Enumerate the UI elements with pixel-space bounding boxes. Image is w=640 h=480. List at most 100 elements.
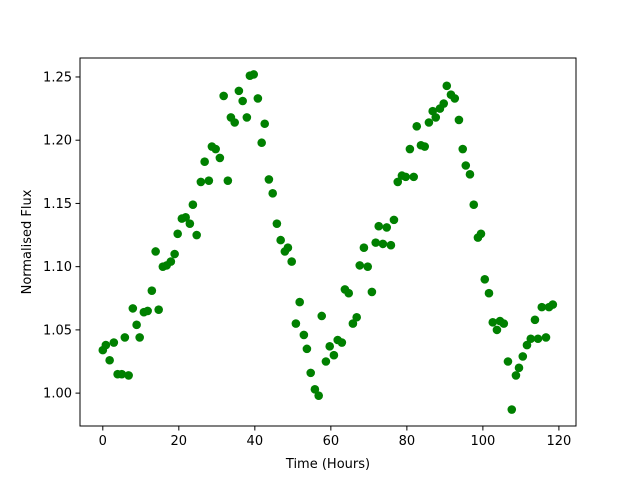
point	[215, 153, 225, 163]
point	[499, 319, 509, 328]
point	[257, 138, 266, 148]
point	[188, 200, 198, 209]
point	[409, 172, 419, 182]
point	[238, 96, 247, 106]
point	[268, 189, 277, 198]
point	[488, 318, 498, 327]
point	[109, 338, 119, 347]
point	[124, 371, 133, 380]
y-tick-label: 1.25	[43, 70, 72, 85]
point	[389, 215, 399, 225]
point	[101, 340, 111, 350]
y-tick-label: 1.20	[43, 134, 72, 149]
point	[329, 350, 339, 360]
point	[132, 320, 141, 330]
point	[503, 357, 513, 366]
point	[105, 355, 114, 365]
point	[117, 369, 127, 379]
point	[223, 176, 233, 185]
point	[234, 86, 244, 96]
x-tick-label: 20	[171, 434, 188, 449]
point	[230, 118, 239, 127]
point	[548, 300, 558, 309]
y-tick-label: 1.10	[43, 260, 72, 275]
point	[507, 405, 517, 414]
point	[204, 176, 214, 185]
point	[511, 371, 521, 380]
point	[147, 286, 157, 295]
point	[317, 311, 327, 321]
point	[337, 338, 347, 347]
point	[291, 319, 301, 328]
point	[378, 239, 388, 249]
point	[461, 161, 471, 170]
point	[465, 170, 475, 179]
plot-frame	[79, 57, 577, 427]
point	[393, 177, 403, 187]
point	[469, 200, 479, 209]
point	[310, 385, 320, 394]
point	[200, 157, 209, 166]
point	[450, 94, 460, 103]
point	[283, 243, 293, 252]
point	[135, 333, 144, 342]
point	[295, 297, 304, 307]
point	[374, 221, 384, 231]
x-tick-label: 100	[470, 434, 495, 449]
point	[192, 230, 201, 240]
point	[143, 306, 152, 316]
x-tick-label: 120	[546, 434, 571, 449]
point	[211, 144, 220, 154]
point	[412, 121, 422, 131]
point	[185, 219, 195, 228]
point	[530, 315, 540, 325]
point	[367, 287, 377, 297]
point	[526, 334, 536, 344]
point	[439, 99, 449, 108]
y-axis-label: Normalised Flux	[20, 189, 35, 294]
point	[431, 113, 441, 122]
point	[476, 229, 486, 239]
point	[458, 144, 468, 154]
point	[325, 342, 335, 351]
y-tick-label: 1.05	[43, 323, 72, 338]
point	[219, 91, 228, 101]
point	[344, 288, 354, 298]
point	[382, 223, 392, 232]
point	[321, 357, 331, 366]
point	[348, 319, 358, 328]
point	[424, 118, 434, 127]
x-tick-label: 80	[399, 434, 416, 449]
point	[420, 142, 430, 151]
point	[242, 113, 252, 122]
point	[541, 333, 551, 342]
point	[405, 144, 415, 154]
x-axis-label: Time (Hours)	[285, 457, 370, 472]
point	[196, 177, 206, 187]
point	[287, 257, 297, 266]
point	[120, 333, 130, 342]
point	[386, 240, 396, 250]
x-tick-label: 40	[247, 434, 264, 449]
point	[249, 70, 258, 79]
point	[173, 229, 182, 239]
y-tick-label: 1.15	[43, 197, 72, 212]
point	[355, 261, 365, 270]
point	[484, 288, 494, 298]
point	[302, 344, 312, 354]
x-tick-label: 0	[99, 434, 107, 449]
point	[514, 363, 524, 373]
point	[128, 304, 138, 313]
point	[264, 175, 274, 184]
point	[299, 330, 309, 340]
point	[151, 247, 160, 256]
point	[454, 115, 464, 125]
point	[352, 312, 361, 322]
point	[492, 325, 502, 335]
point	[359, 243, 369, 252]
point	[170, 249, 179, 259]
point	[480, 275, 490, 284]
point	[401, 172, 411, 182]
